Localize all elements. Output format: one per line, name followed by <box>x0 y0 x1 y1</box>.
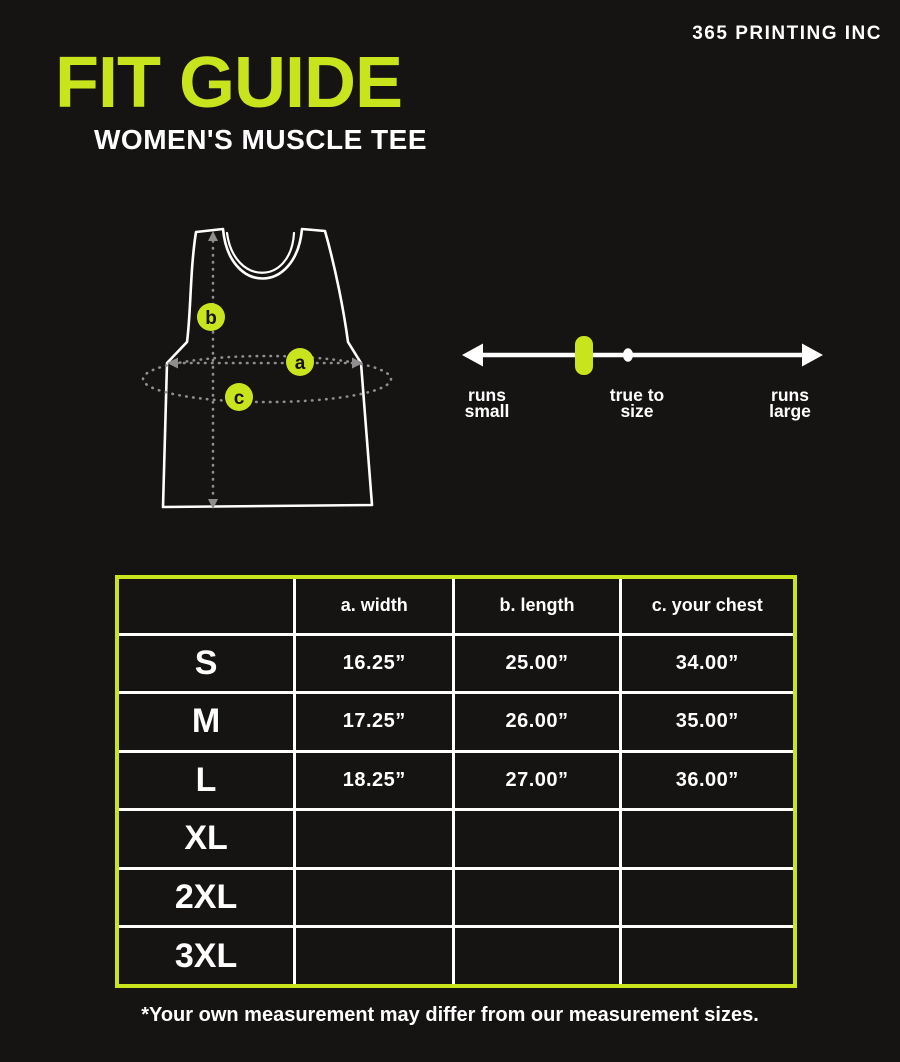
table-row-3xl: 3XL <box>115 925 797 988</box>
size-label: XL <box>115 808 297 870</box>
width-value: 16.25” <box>293 632 456 695</box>
footnote: *Your own measurement may differ from ou… <box>141 1004 759 1026</box>
fit-scale-arrow <box>462 336 823 375</box>
header-cell-chest: c. your chest <box>618 575 797 636</box>
scale-label-runs-large: runs large <box>745 385 835 421</box>
marker-c-label: c <box>234 388 245 409</box>
size-label: L <box>115 749 297 812</box>
size-label: M <box>115 691 297 753</box>
length-value: 27.00” <box>452 749 622 812</box>
length-value: 26.00” <box>452 691 622 753</box>
length-value <box>452 925 622 988</box>
width-value <box>293 925 456 988</box>
scale-arrow-right-icon <box>802 343 823 367</box>
width-value <box>293 866 456 929</box>
tee-silhouette <box>161 227 374 509</box>
chest-value: 34.00” <box>618 632 797 695</box>
scale-label-line: small <box>464 401 510 421</box>
table-row-2xl: 2XL <box>115 866 797 929</box>
width-value <box>293 808 456 870</box>
size-label: S <box>115 632 297 695</box>
chest-value: 35.00” <box>618 691 797 753</box>
size-table: a. width b. length c. your chest S 16.25… <box>115 575 797 988</box>
size-table-header-row: a. width b. length c. your chest <box>115 575 797 636</box>
page-subtitle: WOMEN'S MUSCLE TEE <box>94 124 427 155</box>
scale-label-true-to-size: true to size <box>587 385 687 421</box>
chest-value <box>618 925 797 988</box>
true-to-size-dot-icon <box>623 348 633 362</box>
page-title: FIT GUIDE <box>55 43 403 123</box>
length-value: 25.00” <box>452 632 622 695</box>
scale-label-line: large <box>769 401 811 421</box>
marker-b-label: b <box>205 308 217 329</box>
marker-b-circle <box>197 303 225 331</box>
scale-label-line: true to <box>609 385 665 405</box>
size-label: 3XL <box>115 925 297 988</box>
width-value: 18.25” <box>293 749 456 812</box>
marker-c: c <box>225 383 253 411</box>
marker-a: a <box>286 348 314 376</box>
width-value: 17.25” <box>293 691 456 753</box>
chest-value <box>618 808 797 870</box>
marker-c-circle <box>225 383 253 411</box>
table-row-xl: XL <box>115 808 797 870</box>
scale-arrow-left-icon <box>462 343 483 367</box>
muscle-tee-diagram: b a c <box>141 227 393 509</box>
tee-collar-band <box>225 231 296 274</box>
marker-a-label: a <box>295 353 306 374</box>
chest-value <box>618 866 797 929</box>
chest-value: 36.00” <box>618 749 797 812</box>
table-row-s: S 16.25” 25.00” 34.00” <box>115 632 797 695</box>
header-cell-size <box>115 575 297 636</box>
marker-a-circle <box>286 348 314 376</box>
width-arrow-right-icon <box>352 357 363 369</box>
header-cell-width: a. width <box>293 575 456 636</box>
length-value <box>452 808 622 870</box>
scale-label-line: size <box>620 401 654 421</box>
chest-measure-ellipse <box>141 354 393 404</box>
scale-label-line: runs <box>771 385 809 405</box>
length-arrow-up-icon <box>208 231 218 241</box>
fit-position-marker <box>575 336 593 375</box>
scale-label-runs-small: runs small <box>447 385 527 421</box>
header-cell-length: b. length <box>452 575 622 636</box>
table-row-l: L 18.25” 27.00” 36.00” <box>115 749 797 812</box>
scale-label-line: runs <box>468 385 506 405</box>
table-row-m: M 17.25” 26.00” 35.00” <box>115 691 797 753</box>
length-value <box>452 866 622 929</box>
brand-name: 365 PRINTING INC <box>692 23 882 44</box>
marker-b: b <box>197 303 225 331</box>
length-arrow-down-icon <box>208 499 218 509</box>
size-label: 2XL <box>115 866 297 929</box>
